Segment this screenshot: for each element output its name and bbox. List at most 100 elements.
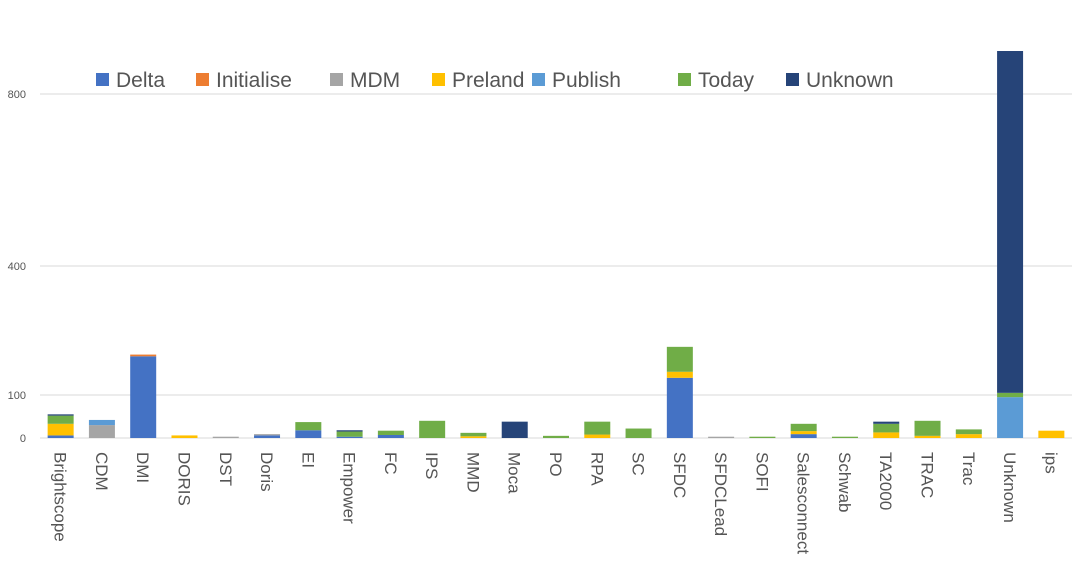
axis-layer: 0 100 400 800 Brightscope CDM DMI DORIS DST Doris… <box>8 89 1061 554</box>
bar-stack-ips <box>1038 430 1065 438</box>
bar-publish-cdm <box>88 419 115 426</box>
legend-item-publish: Publish <box>532 69 621 92</box>
x-tick-label: EI <box>298 452 317 468</box>
bar-preland-trac <box>914 435 941 438</box>
legend-item-delta: Delta <box>96 69 165 92</box>
bar-today-mmd <box>460 432 487 437</box>
bar-mdm-cdm <box>88 425 115 438</box>
x-tick-label: PO <box>546 452 565 477</box>
bar-preland-ips <box>1038 430 1065 438</box>
legend-label: Preland <box>452 69 524 92</box>
bar-stack-sc <box>625 428 652 438</box>
bar-today-ta2000 <box>873 423 900 433</box>
bars-layer <box>47 51 1065 438</box>
bar-delta-dmi <box>130 356 157 438</box>
bar-today-ei <box>295 422 322 431</box>
legend-label: MDM <box>350 69 400 92</box>
bar-stack-trac <box>914 420 941 438</box>
bar-today-unknown <box>997 392 1024 398</box>
x-tick-label: RPA <box>587 452 606 486</box>
legend-label: Initialise <box>216 69 292 92</box>
legend-item-preland: Preland <box>432 69 524 92</box>
x-tick-label: Schwab <box>835 452 854 512</box>
bar-unknown-unknown <box>997 51 1024 393</box>
bar-preland-rpa <box>584 434 611 438</box>
bar-initialise-dmi <box>130 354 157 357</box>
legend-swatch <box>96 73 109 86</box>
legend-item-initialise: Initialise <box>196 69 292 92</box>
bar-stack-po <box>543 435 569 438</box>
bar-preland-doris <box>171 435 198 438</box>
bar-today-ips <box>419 420 446 438</box>
bar-today-brightscope <box>47 415 74 424</box>
legend-item-mdm: MDM <box>330 69 400 92</box>
bar-stack-dmi <box>130 354 157 438</box>
legend-label: Publish <box>552 69 621 92</box>
legend-item-unknown: Unknown <box>786 69 894 92</box>
bar-stack-mmd <box>460 432 487 438</box>
y-tick-label: 400 <box>8 261 26 273</box>
x-tick-label: Salesconnect <box>794 452 813 554</box>
bar-delta-salesconnect <box>790 434 817 438</box>
bar-delta-brightscope <box>47 435 74 438</box>
bar-preland-mmd <box>460 436 487 438</box>
bar-today-salesconnect <box>790 423 817 432</box>
legend-swatch <box>196 73 209 86</box>
bar-stack-empower <box>336 430 363 438</box>
x-tick-label: MMD <box>463 452 482 493</box>
bar-preland-brightscope <box>47 423 74 436</box>
bar-stack-sfdc <box>666 346 693 438</box>
y-tick-label: 100 <box>8 390 26 402</box>
bar-mdm-sfdclead <box>708 436 735 438</box>
bar-publish-unknown <box>997 397 1024 438</box>
bar-preland-ta2000 <box>873 432 900 438</box>
bar-stack-dst <box>212 436 239 438</box>
bar-mdm-dst <box>212 436 239 438</box>
bar-today-trac <box>955 429 982 435</box>
bar-stack-doris <box>171 435 198 438</box>
bar-preland-salesconnect <box>790 431 817 435</box>
grid-layer <box>40 93 1072 439</box>
bar-stack-trac <box>955 429 982 438</box>
x-tick-label: TA2000 <box>876 452 895 510</box>
x-tick-label: Unknown <box>1000 452 1019 523</box>
bar-delta-sfdc <box>666 377 693 438</box>
legend-swatch <box>330 73 343 86</box>
bar-stack-sfdclead <box>708 436 735 438</box>
bar-today-rpa <box>584 421 611 435</box>
bar-stack-schwab <box>831 436 858 438</box>
bar-today-sofi <box>749 436 776 438</box>
bar-unknown-moca <box>501 421 528 438</box>
bar-preland-sfdc <box>666 371 693 378</box>
x-tick-label: DST <box>216 452 235 486</box>
bar-today-sfdc <box>666 346 693 372</box>
x-tick-label: SOFI <box>752 452 771 492</box>
bar-stack-brightscope <box>47 414 74 438</box>
bar-stack-ei <box>295 422 322 438</box>
bar-stack-ta2000 <box>873 421 900 438</box>
bar-mdm-doris <box>254 434 281 436</box>
bar-delta-empower <box>336 436 363 438</box>
x-tick-label: FC <box>381 452 400 475</box>
bar-stack-doris <box>254 434 281 438</box>
bar-today-empower <box>336 431 363 437</box>
bar-stack-unknown <box>997 51 1024 438</box>
bar-delta-fc <box>377 434 404 438</box>
x-tick-label: SFDCLead <box>711 452 730 536</box>
legend-label: Today <box>698 69 755 92</box>
bar-unknown-ta2000 <box>873 421 900 424</box>
x-tick-label: Brightscope <box>51 452 70 542</box>
legend-swatch <box>786 73 799 86</box>
x-tick-label: Empower <box>340 452 359 524</box>
bar-stack-fc <box>377 430 404 438</box>
x-tick-label: TRAC <box>918 452 937 498</box>
x-tick-label: SC <box>629 452 648 476</box>
legend-swatch <box>432 73 445 86</box>
bar-today-fc <box>377 430 404 435</box>
bar-today-po <box>543 435 569 438</box>
bar-preland-trac <box>955 434 982 438</box>
x-tick-label: CDM <box>92 452 111 491</box>
bar-today-trac <box>914 420 941 436</box>
